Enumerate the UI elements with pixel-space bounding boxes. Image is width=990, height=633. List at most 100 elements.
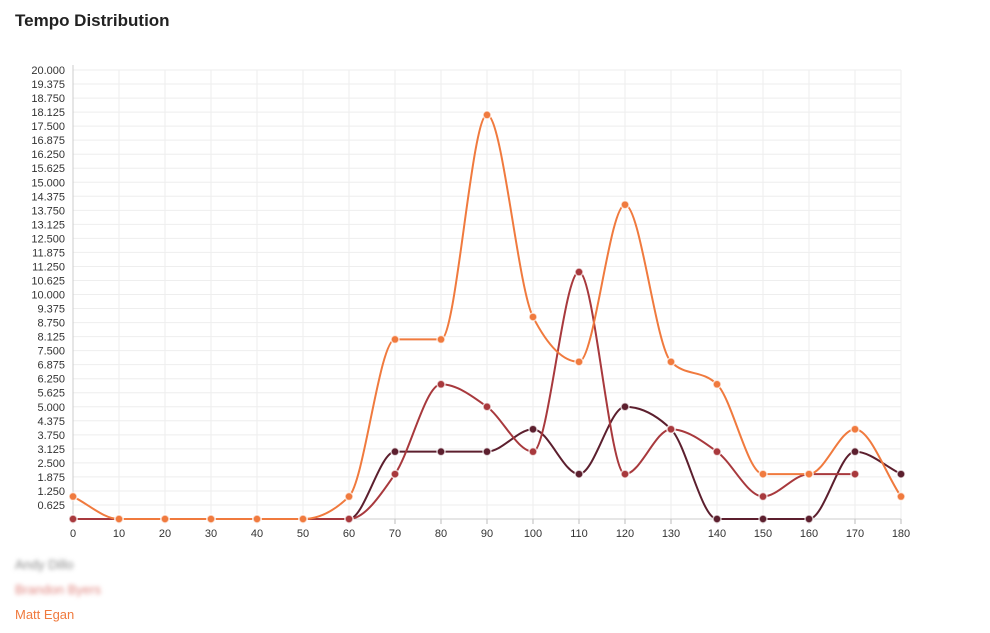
data-point-matt-egan bbox=[252, 514, 262, 524]
data-point-matt-egan bbox=[620, 199, 630, 210]
data-point-matt-egan bbox=[712, 379, 722, 390]
grid-lines bbox=[72, 69, 902, 519]
y-tick-label: 11.250 bbox=[32, 261, 65, 273]
y-tick-label: 12.500 bbox=[31, 233, 65, 245]
x-tick-label: 180 bbox=[892, 528, 910, 540]
x-tick-label: 170 bbox=[846, 528, 864, 540]
x-tick-label: 60 bbox=[343, 528, 355, 540]
x-tick-label: 40 bbox=[251, 528, 263, 540]
legend-item-matt-egan[interactable]: Matt Egan bbox=[15, 607, 75, 622]
y-tick-label: 0.625 bbox=[37, 500, 65, 512]
data-point-brandon-byers bbox=[482, 402, 492, 412]
x-axis-ticks: 0 10 20 30 40 50 60 70 80 90 100 110 120 130 140 150 160… bbox=[70, 528, 910, 540]
data-point-matt-egan bbox=[528, 312, 538, 322]
x-tick-label: 20 bbox=[159, 528, 171, 540]
chart-title: Tempo Distribution bbox=[15, 11, 170, 30]
data-point-andy-dillo bbox=[436, 446, 446, 457]
data-point-matt-egan bbox=[758, 469, 768, 479]
y-tick-label: 16.250 bbox=[31, 149, 65, 161]
legend-item-brandon-byers[interactable]: Brandon Byers bbox=[15, 582, 101, 597]
y-tick-label: 2.500 bbox=[37, 458, 65, 470]
series-points bbox=[68, 110, 906, 524]
data-point-brandon-byers bbox=[390, 469, 400, 479]
x-tick-label: 130 bbox=[662, 528, 680, 540]
data-point-matt-egan bbox=[160, 514, 170, 524]
y-tick-label: 10.000 bbox=[31, 290, 65, 302]
y-tick-label: 5.625 bbox=[37, 388, 65, 400]
y-tick-label: 20.000 bbox=[31, 65, 65, 77]
data-point-brandon-byers bbox=[712, 446, 722, 457]
y-tick-label: 7.500 bbox=[37, 346, 65, 358]
y-tick-label: 15.625 bbox=[31, 163, 65, 175]
data-point-matt-egan bbox=[344, 491, 354, 502]
data-point-brandon-byers bbox=[68, 514, 78, 524]
data-point-andy-dillo bbox=[482, 446, 492, 457]
y-tick-label: 8.750 bbox=[37, 318, 65, 330]
y-tick-label: 6.250 bbox=[37, 374, 65, 386]
y-tick-label: 18.750 bbox=[31, 93, 65, 105]
data-point-matt-egan bbox=[896, 491, 906, 502]
data-point-matt-egan bbox=[390, 334, 400, 345]
y-tick-label: 15.000 bbox=[31, 177, 65, 189]
x-tick-label: 70 bbox=[389, 528, 401, 540]
x-tick-label: 140 bbox=[708, 528, 726, 540]
y-tick-label: 10.625 bbox=[31, 275, 65, 287]
data-point-matt-egan bbox=[574, 357, 584, 367]
data-point-matt-egan bbox=[666, 357, 676, 367]
x-tick-label: 100 bbox=[524, 528, 542, 540]
y-tick-label: 9.375 bbox=[37, 304, 65, 316]
data-point-brandon-byers bbox=[850, 469, 860, 479]
data-point-matt-egan bbox=[482, 110, 492, 120]
chart-plot: 0.625 1.250 1.875 2.500 3.125 3.750 4.375 5.000… bbox=[31, 65, 910, 540]
y-tick-label: 1.875 bbox=[37, 472, 65, 484]
y-axis-ticks: 0.625 1.250 1.875 2.500 3.125 3.750 4.375 5.000… bbox=[31, 65, 65, 512]
data-point-andy-dillo bbox=[758, 514, 768, 524]
x-tick-label: 50 bbox=[297, 528, 309, 540]
x-tick-label: 160 bbox=[800, 528, 818, 540]
x-tick-label: 150 bbox=[754, 528, 772, 540]
data-point-matt-egan bbox=[68, 491, 78, 502]
data-point-brandon-byers bbox=[528, 446, 538, 457]
data-point-brandon-byers bbox=[574, 267, 584, 277]
data-point-andy-dillo bbox=[620, 402, 630, 412]
x-tick-label: 110 bbox=[570, 528, 588, 540]
y-tick-label: 13.750 bbox=[31, 205, 65, 217]
data-point-andy-dillo bbox=[712, 514, 722, 524]
y-tick-label: 13.125 bbox=[31, 219, 65, 231]
y-tick-label: 19.375 bbox=[31, 79, 65, 91]
data-point-andy-dillo bbox=[390, 446, 400, 457]
y-tick-label: 3.125 bbox=[37, 444, 65, 456]
x-tick-label: 120 bbox=[616, 528, 634, 540]
y-tick-label: 5.000 bbox=[37, 402, 65, 414]
data-point-matt-egan bbox=[436, 334, 446, 345]
chart-legend: Andy Dillo Brandon Byers Matt Egan bbox=[15, 552, 101, 627]
y-tick-label: 3.750 bbox=[37, 430, 65, 442]
x-tick-label: 80 bbox=[435, 528, 447, 540]
data-point-andy-dillo bbox=[528, 424, 538, 434]
x-tick-label: 10 bbox=[113, 528, 125, 540]
y-tick-label: 16.875 bbox=[31, 135, 65, 147]
y-tick-label: 17.500 bbox=[31, 121, 65, 133]
data-point-brandon-byers bbox=[344, 514, 354, 524]
y-tick-label: 14.375 bbox=[31, 191, 65, 203]
data-point-brandon-byers bbox=[620, 469, 630, 479]
y-tick-label: 6.875 bbox=[37, 360, 65, 372]
data-point-brandon-byers bbox=[666, 424, 676, 434]
data-point-andy-dillo bbox=[850, 446, 860, 457]
x-tick-label: 30 bbox=[205, 528, 217, 540]
y-tick-label: 1.250 bbox=[37, 486, 65, 498]
data-point-matt-egan bbox=[850, 424, 860, 434]
y-tick-label: 11.875 bbox=[32, 247, 65, 259]
data-point-andy-dillo bbox=[574, 469, 584, 479]
data-point-andy-dillo bbox=[896, 469, 906, 479]
x-tick-label: 90 bbox=[481, 528, 493, 540]
legend-item-andy-dillo[interactable]: Andy Dillo bbox=[15, 557, 74, 572]
series-line-matt-egan bbox=[72, 113, 902, 520]
series-line-brandon-byers bbox=[73, 271, 855, 520]
data-point-matt-egan bbox=[298, 514, 308, 524]
x-tick-label: 0 bbox=[70, 528, 76, 540]
y-tick-label: 18.125 bbox=[31, 107, 65, 119]
data-point-brandon-byers bbox=[758, 491, 768, 502]
data-point-matt-egan bbox=[206, 514, 216, 524]
y-tick-label: 8.125 bbox=[37, 332, 65, 344]
